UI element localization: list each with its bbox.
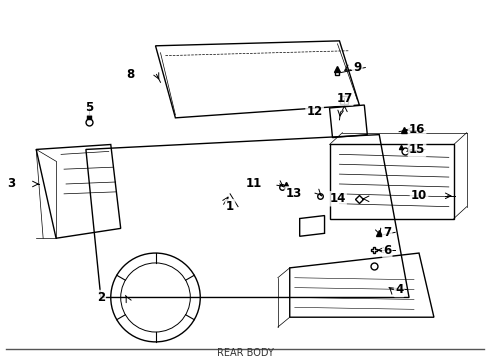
Text: 10: 10	[411, 189, 427, 202]
Text: 11: 11	[246, 177, 262, 190]
Text: 9: 9	[353, 61, 362, 74]
Text: 2: 2	[97, 291, 105, 304]
Text: 17: 17	[336, 91, 353, 105]
Text: 1: 1	[226, 200, 234, 213]
Text: 12: 12	[306, 105, 323, 118]
Text: 5: 5	[85, 102, 93, 114]
Text: 7: 7	[383, 226, 391, 239]
Text: 14: 14	[329, 192, 345, 205]
Text: 4: 4	[395, 283, 403, 296]
Text: REAR BODY: REAR BODY	[217, 348, 273, 358]
Text: 13: 13	[286, 187, 302, 201]
Text: 3: 3	[7, 177, 15, 190]
Text: 16: 16	[409, 123, 425, 136]
Text: 6: 6	[383, 244, 392, 257]
Text: 8: 8	[126, 68, 135, 81]
Text: 15: 15	[409, 143, 425, 156]
